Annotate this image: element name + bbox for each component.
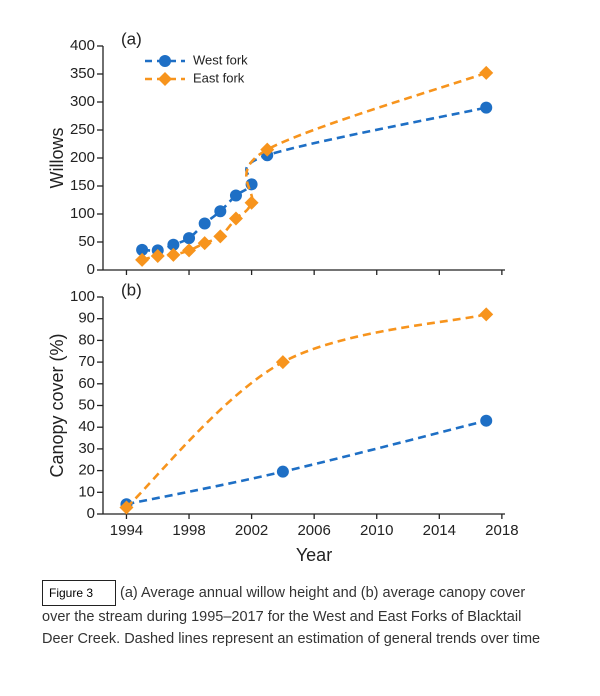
trend-line <box>125 313 487 509</box>
marker <box>159 55 171 67</box>
marker <box>275 355 290 370</box>
marker <box>182 243 197 258</box>
marker <box>229 189 242 202</box>
marker <box>150 249 165 263</box>
y-tick-label: 100 <box>70 288 95 305</box>
y-tick-label: 400 <box>70 37 95 54</box>
x-tick-label: 2010 <box>360 522 393 539</box>
caption-text: (a) Average annual willow height and (b)… <box>42 585 541 647</box>
marker <box>183 232 196 245</box>
y-axis-label: Canopy cover (%) <box>47 333 67 477</box>
marker <box>197 236 212 251</box>
y-tick-label: 30 <box>78 440 95 457</box>
y-tick-label: 80 <box>78 331 95 348</box>
y-tick-label: 70 <box>78 353 95 370</box>
marker <box>135 252 150 267</box>
y-tick-label: 350 <box>70 65 95 82</box>
y-tick-label: 0 <box>87 261 95 278</box>
marker <box>119 500 134 515</box>
marker <box>480 101 493 114</box>
y-tick-label: 100 <box>70 205 95 222</box>
figure-label: Figure 3 <box>42 580 117 606</box>
y-tick-label: 0 <box>87 505 95 522</box>
trend-line <box>142 106 487 252</box>
y-tick-label: 300 <box>70 93 95 110</box>
y-tick-label: 250 <box>70 121 95 138</box>
marker <box>480 414 493 427</box>
marker <box>228 211 243 226</box>
marker <box>198 217 211 230</box>
y-tick-label: 20 <box>78 462 95 479</box>
x-tick-label: 2006 <box>297 522 330 539</box>
marker <box>479 65 494 80</box>
y-tick-label: 200 <box>70 149 95 166</box>
panel-label: (a) <box>121 29 142 48</box>
y-tick-label: 40 <box>78 418 95 435</box>
x-tick-label: 1998 <box>172 522 205 539</box>
marker <box>166 247 181 262</box>
legend-label: West fork <box>193 52 248 67</box>
y-axis-label: Willows <box>47 128 67 189</box>
marker <box>214 205 227 218</box>
marker <box>244 195 259 210</box>
marker <box>479 307 494 322</box>
x-tick-label: 2002 <box>235 522 268 539</box>
marker <box>213 229 228 244</box>
x-tick-label: 1994 <box>110 522 143 539</box>
y-tick-label: 10 <box>78 483 95 500</box>
trend-line <box>141 71 487 262</box>
legend-label: East fork <box>193 70 245 85</box>
x-axis-label: Year <box>296 545 332 565</box>
y-tick-label: 50 <box>78 233 95 250</box>
caption: Figure 3 (a) Average annual willow height… <box>42 580 542 650</box>
marker <box>260 142 275 157</box>
panel-label: (b) <box>121 280 142 299</box>
x-tick-label: 2014 <box>423 522 456 539</box>
trend-line <box>126 419 487 506</box>
marker <box>158 72 172 86</box>
y-tick-label: 90 <box>78 310 95 327</box>
marker <box>276 465 289 478</box>
y-tick-label: 150 <box>70 177 95 194</box>
y-tick-label: 60 <box>78 375 95 392</box>
marker <box>167 238 180 251</box>
x-tick-label: 2018 <box>485 522 518 539</box>
marker <box>136 243 149 256</box>
y-tick-label: 50 <box>78 396 95 413</box>
